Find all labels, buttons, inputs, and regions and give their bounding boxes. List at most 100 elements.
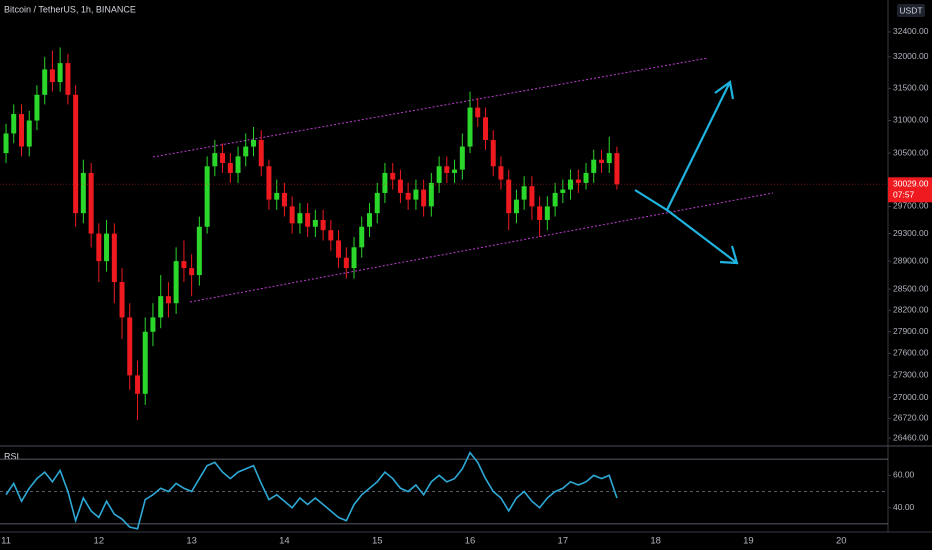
candle-body <box>382 172 388 193</box>
candle-body <box>367 213 373 227</box>
candle-body <box>243 146 249 157</box>
candle-body <box>413 189 419 200</box>
y-tick-label: 32000.00 <box>893 51 929 61</box>
candle-body <box>65 63 71 95</box>
candle-body <box>189 268 195 276</box>
x-tick-label: 19 <box>743 536 754 547</box>
candle-body <box>452 169 458 173</box>
candle-body <box>80 172 86 214</box>
candle-body <box>235 156 241 173</box>
y-tick-label: 28200.00 <box>893 305 929 315</box>
y-tick-label: 30500.00 <box>893 147 929 157</box>
candle-body <box>220 153 226 163</box>
candle-body <box>529 186 535 207</box>
candle-body <box>575 179 581 183</box>
candle-body <box>227 162 233 173</box>
channel-upper <box>152 57 709 158</box>
candle-body <box>57 63 63 83</box>
candle-body <box>96 233 102 262</box>
candle-body <box>544 206 550 220</box>
candle-body <box>537 206 543 220</box>
y-tick-label: 31000.00 <box>893 115 929 125</box>
chart-title: Bitcoin / TetherUS, 1h, BINANCE <box>4 4 136 14</box>
candle-body <box>475 107 481 118</box>
candle-body <box>26 120 32 147</box>
candle-body <box>3 133 9 154</box>
candle-body <box>467 107 473 147</box>
candle-body <box>34 94 40 121</box>
y-tick-label: 29700.00 <box>893 201 929 211</box>
y-tick-label: 28500.00 <box>893 283 929 293</box>
candle-body <box>560 189 566 193</box>
candle-body <box>165 296 171 304</box>
x-tick-label: 12 <box>94 536 105 547</box>
candle-body <box>459 146 465 170</box>
candle-body <box>397 179 403 193</box>
candle-body <box>42 69 48 95</box>
candle-body <box>428 182 434 207</box>
candle-body <box>591 159 597 173</box>
candle-body <box>498 166 504 180</box>
y-tick-label: 60.00 <box>893 470 915 480</box>
candle-body <box>320 219 326 231</box>
candle-body <box>196 226 202 276</box>
candle-body <box>336 240 342 258</box>
candle-body <box>606 153 612 163</box>
candle-body <box>73 94 79 214</box>
candle-body <box>266 166 272 200</box>
candle-body <box>390 172 396 180</box>
projection-arrows <box>634 80 739 265</box>
candle-body <box>111 233 117 283</box>
x-tick-label: 14 <box>279 536 290 547</box>
candle-body <box>521 186 527 200</box>
candle-body <box>289 206 295 224</box>
candle-body <box>305 213 311 227</box>
candle-body <box>49 69 55 83</box>
rsi-title: RSI <box>4 451 19 461</box>
y-tick-label: 27000.00 <box>893 392 929 402</box>
candle-body <box>444 166 450 173</box>
candle-body <box>421 189 427 207</box>
x-tick-label: 17 <box>558 536 569 547</box>
candle-body <box>506 179 512 214</box>
candle-body <box>181 261 187 269</box>
candle-body <box>599 159 605 163</box>
y-tick-label: 31500.00 <box>893 83 929 93</box>
candle-body <box>614 153 620 185</box>
y-tick-label: 29300.00 <box>893 228 929 238</box>
currency-label: USDT <box>899 5 922 15</box>
countdown-label: 07:57 <box>893 190 915 200</box>
candle-body <box>142 331 148 394</box>
y-tick-label: 27900.00 <box>893 326 929 336</box>
y-tick-label: 26720.00 <box>893 413 929 423</box>
candle-body <box>343 257 349 269</box>
candle-body <box>405 192 411 200</box>
x-tick-label: 15 <box>372 536 383 547</box>
candle-body <box>135 375 141 394</box>
y-tick-label: 40.00 <box>893 502 915 512</box>
candle-body <box>436 166 442 183</box>
candle-body <box>359 226 365 248</box>
candle-body <box>274 192 280 200</box>
candle-body <box>351 247 357 269</box>
candle-body <box>88 172 94 234</box>
candle-body <box>328 230 334 241</box>
last-price-label: 30029.00 <box>893 179 929 189</box>
channel-lower <box>189 192 774 303</box>
candle-body <box>204 166 210 227</box>
y-tick-label: 26460.00 <box>893 432 929 442</box>
candle-body <box>312 219 318 227</box>
currency-badge <box>897 4 925 17</box>
candle-body <box>158 296 164 318</box>
candle-body <box>552 192 558 207</box>
candle-body <box>150 317 156 332</box>
candle-body <box>490 139 496 167</box>
y-tick-label: 27600.00 <box>893 348 929 358</box>
y-tick-label: 27300.00 <box>893 370 929 380</box>
candle-body <box>19 114 25 147</box>
x-tick-label: 18 <box>650 536 661 547</box>
candle-body <box>297 213 303 224</box>
candle-body <box>483 117 489 140</box>
y-tick-label: 28900.00 <box>893 255 929 265</box>
